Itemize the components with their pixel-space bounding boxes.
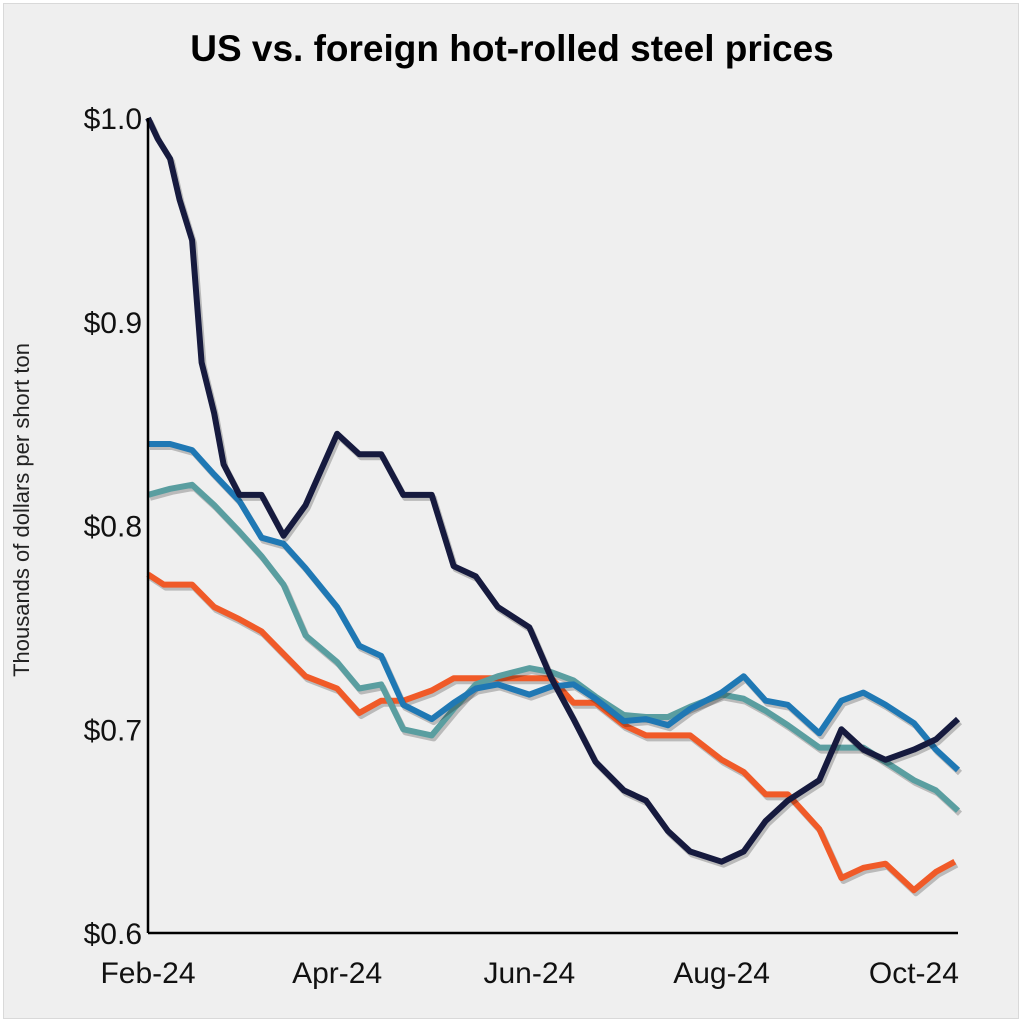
series-line-shadow-2 (150, 444, 963, 776)
series-line-2 (148, 441, 961, 773)
x-tick-label: Jun-24 (483, 957, 575, 990)
x-tick-labels: Feb-24 Apr-24 Jun-24 Aug-24 Oct-24 (100, 957, 958, 990)
chart-title: US vs. foreign hot-rolled steel prices (190, 28, 834, 69)
series-line-shadow-1 (149, 484, 963, 816)
y-tick-label: $0.9 (84, 307, 142, 340)
y-tick-labels: $1.0 $0.9 $0.8 $0.7 $0.6 (84, 103, 142, 951)
series-line-3 (145, 116, 961, 865)
y-tick-label: $0.6 (84, 918, 142, 951)
series-lines (145, 116, 963, 897)
y-tick-label: $0.8 (84, 511, 142, 544)
x-tick-label: Oct-24 (869, 957, 959, 990)
y-tick-label: $1.0 (84, 103, 142, 136)
series-line-1 (147, 481, 961, 813)
x-tick-label: Apr-24 (292, 957, 382, 990)
x-tick-label: Feb-24 (100, 957, 195, 990)
series-line-0 (146, 571, 957, 894)
x-tick-label: Aug-24 (673, 957, 770, 990)
y-tick-label: $0.7 (84, 714, 142, 747)
